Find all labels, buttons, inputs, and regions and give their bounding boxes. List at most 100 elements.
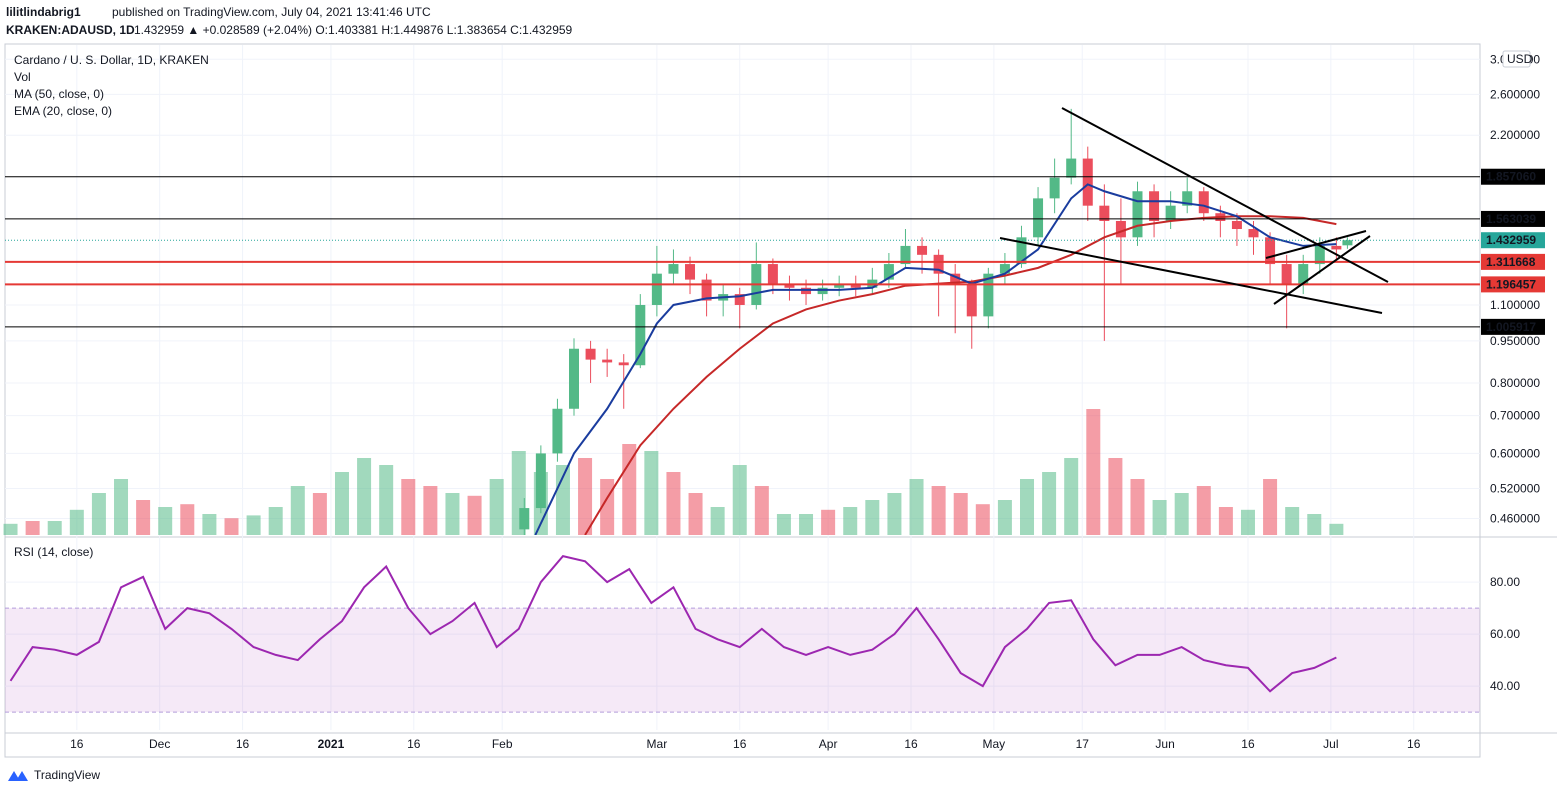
volume-bar bbox=[1263, 479, 1278, 535]
rsi-line bbox=[9, 555, 1337, 693]
level-label-box bbox=[1481, 318, 1545, 335]
x-tick-label: 16 bbox=[904, 737, 918, 751]
volume-bar bbox=[202, 514, 217, 535]
volume-bar bbox=[754, 486, 769, 535]
currency-badge[interactable] bbox=[1502, 50, 1531, 68]
candle-body bbox=[1132, 191, 1143, 238]
brand: TradingView bbox=[34, 768, 100, 782]
level-label: 1.005917 bbox=[1486, 320, 1536, 334]
x-tick-label: Jul bbox=[1323, 737, 1338, 751]
volume-bar bbox=[666, 472, 681, 535]
candle-body bbox=[602, 359, 613, 363]
x-tick-label: 16 bbox=[733, 737, 747, 751]
candle-body bbox=[883, 264, 894, 280]
last-price-box bbox=[1481, 232, 1545, 249]
candle-body bbox=[1165, 205, 1176, 221]
price-pane bbox=[519, 108, 1353, 535]
candle-body bbox=[734, 294, 745, 305]
candle-body bbox=[618, 362, 629, 366]
candle-body bbox=[701, 279, 712, 301]
volume-bar bbox=[953, 493, 968, 535]
x-tick-label: 16 bbox=[407, 737, 421, 751]
ma-legend: MA (50, close, 0) bbox=[14, 87, 104, 101]
brand-logo bbox=[8, 771, 28, 781]
y-tick-label: 0.700000 bbox=[1490, 409, 1540, 423]
y-tick-label: 0.950000 bbox=[1490, 334, 1540, 348]
candle-body bbox=[585, 348, 596, 360]
candle-body bbox=[635, 304, 646, 366]
level-label: 1.563039 bbox=[1486, 212, 1536, 226]
y-tick-label: 0.800000 bbox=[1490, 376, 1540, 390]
trend-lines bbox=[999, 107, 1389, 314]
y-tick-label: 0.460000 bbox=[1490, 511, 1540, 525]
volume-bar bbox=[357, 458, 372, 535]
x-tick-label: Dec bbox=[149, 737, 170, 751]
volume-bar bbox=[887, 493, 902, 535]
volume-bar bbox=[445, 493, 460, 535]
candle-body bbox=[917, 245, 928, 255]
level-label-box bbox=[1481, 253, 1545, 270]
volume-bar bbox=[622, 444, 637, 535]
candle-body bbox=[1331, 245, 1342, 250]
volume-bar bbox=[1240, 509, 1255, 535]
candle-body bbox=[519, 508, 530, 530]
volume-bar bbox=[1130, 479, 1145, 535]
candle-body bbox=[983, 273, 994, 317]
volume-bar bbox=[1042, 472, 1057, 535]
currency: USD bbox=[1507, 52, 1533, 66]
candle-body bbox=[1342, 240, 1353, 246]
x-tick-label: 16 bbox=[1241, 737, 1255, 751]
volume-bar bbox=[489, 479, 504, 535]
volume-bar bbox=[246, 515, 261, 535]
candle-body bbox=[1099, 205, 1110, 221]
volume-bar bbox=[776, 514, 791, 535]
volume-bar bbox=[91, 493, 106, 535]
candle-body bbox=[1115, 220, 1126, 238]
volume-bar bbox=[158, 507, 173, 535]
rsi-legend: RSI (14, close) bbox=[14, 545, 93, 559]
candle-body bbox=[1314, 245, 1325, 265]
x-tick-label: Mar bbox=[647, 737, 668, 751]
candle-body bbox=[552, 408, 563, 454]
volume-bar bbox=[975, 504, 990, 535]
candle-body bbox=[834, 283, 845, 288]
volume-bar bbox=[1152, 500, 1167, 535]
candle-body bbox=[1033, 198, 1044, 238]
volume-bar bbox=[1329, 523, 1344, 535]
volume-bar bbox=[312, 493, 327, 535]
candle-body bbox=[1198, 191, 1209, 214]
volume-bar bbox=[401, 479, 416, 535]
chart-title: Cardano / U. S. Dollar, 1D, KRAKEN bbox=[14, 53, 209, 67]
volume-bar bbox=[799, 514, 814, 535]
volume-bar bbox=[821, 509, 836, 535]
last-price-label: 1.432959 bbox=[1486, 233, 1536, 247]
level-label-box bbox=[1481, 168, 1545, 185]
trend-line bbox=[999, 237, 1383, 314]
candle-body bbox=[966, 283, 977, 317]
volume-bar bbox=[644, 451, 659, 535]
volume-bar bbox=[1174, 493, 1189, 535]
volume-bar bbox=[423, 486, 438, 535]
quote: 1.432959 ▲ +0.028589 (+2.04%) O:1.403381… bbox=[134, 23, 573, 37]
volume-bar bbox=[3, 523, 18, 535]
candle-body bbox=[569, 348, 580, 409]
candle-body bbox=[999, 264, 1010, 274]
level-label: 1.196457 bbox=[1486, 277, 1536, 291]
volume-bar bbox=[334, 472, 349, 535]
candle-body bbox=[767, 264, 778, 284]
y-tick-label: 2.600000 bbox=[1490, 87, 1540, 101]
candle-body bbox=[784, 283, 795, 288]
volume-bar bbox=[710, 507, 725, 535]
level-label-box bbox=[1481, 210, 1545, 227]
x-tick-label: Apr bbox=[819, 737, 838, 751]
volume-bar bbox=[909, 479, 924, 535]
y-tick-label: 40.00 bbox=[1490, 679, 1520, 693]
candle-body bbox=[1231, 220, 1242, 230]
x-tick-label: 16 bbox=[1407, 737, 1421, 751]
y-tick-label: 1.100000 bbox=[1490, 298, 1540, 312]
volume-bar bbox=[1064, 458, 1079, 535]
volume-bar bbox=[1285, 507, 1300, 535]
trend-line bbox=[1273, 235, 1371, 305]
